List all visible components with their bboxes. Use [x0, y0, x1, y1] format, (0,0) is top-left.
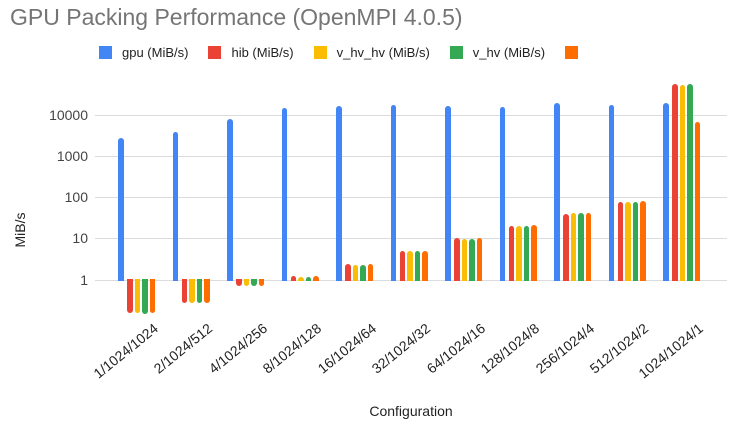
- bar-s0-512/1024/2: [608, 105, 614, 281]
- bar-s4-32/1024/32: [422, 250, 428, 281]
- legend-item-unlabeled: [565, 46, 579, 59]
- bar-s3-4/1024/256: [251, 279, 257, 287]
- x-tick-label: 32/1024/32: [369, 320, 434, 377]
- bar-s2-1/1024/1024: [134, 279, 140, 313]
- bar-s1-1/1024/1024: [127, 279, 133, 313]
- legend-swatch: [313, 46, 327, 59]
- bar-s1-16/1024/64: [345, 263, 351, 281]
- bar-s2-64/1024/16: [461, 238, 467, 281]
- bar-s3-8/1024/128: [305, 276, 311, 281]
- bar-s3-1024/1024/1: [687, 83, 693, 281]
- bar-s3-128/1024/8: [523, 225, 529, 281]
- bar-s4-8/1024/128: [313, 276, 319, 281]
- bar-s4-256/1024/4: [585, 212, 591, 281]
- bar-s1-32/1024/32: [399, 251, 405, 281]
- bar-s0-256/1024/4: [554, 103, 560, 281]
- legend-swatch: [565, 46, 579, 59]
- x-tick-label: 256/1024/4: [532, 320, 598, 377]
- bar-s2-32/1024/32: [407, 251, 413, 281]
- legend-item-hib: hib (MiB/s): [208, 45, 294, 60]
- chart-title: GPU Packing Performance (OpenMPI 4.0.5): [10, 4, 463, 30]
- bar-s2-8/1024/128: [298, 276, 304, 281]
- bar-s1-4/1024/256: [236, 279, 242, 286]
- bar-s3-1/1024/1024: [142, 279, 148, 314]
- y-tick-label: 10000: [49, 106, 88, 123]
- bar-s2-16/1024/64: [352, 264, 358, 281]
- y-tick-label: 100: [64, 189, 88, 206]
- bar-s4-16/1024/64: [367, 263, 373, 281]
- bar-s2-4/1024/256: [243, 279, 249, 287]
- x-tick-label: 16/1024/64: [314, 320, 380, 377]
- gridline-1000: [95, 155, 727, 157]
- bar-s1-2/1024/512: [181, 279, 187, 303]
- bar-s0-32/1024/32: [390, 105, 396, 281]
- bar-s2-256/1024/4: [570, 213, 576, 281]
- x-tick-label: 1/1024/1024: [90, 320, 162, 382]
- bar-s0-64/1024/16: [445, 106, 451, 281]
- y-axis-title: MiB/s: [12, 212, 28, 248]
- x-axis-title: Configuration: [369, 403, 453, 419]
- bar-s1-1024/1024/1: [672, 84, 678, 281]
- x-tick-label: 4/1024/256: [205, 320, 271, 377]
- y-tick-label: 10: [72, 230, 88, 247]
- bar-s2-2/1024/512: [189, 279, 195, 303]
- bar-s4-64/1024/16: [476, 238, 482, 281]
- x-tick-label: 128/1024/8: [478, 320, 543, 377]
- bar-s4-2/1024/512: [204, 279, 210, 303]
- bar-s4-128/1024/8: [531, 225, 537, 281]
- bar-s0-4/1024/256: [227, 118, 233, 281]
- legend-swatch: [208, 46, 222, 59]
- bar-s0-16/1024/64: [336, 106, 342, 281]
- gridline-10000: [95, 114, 727, 116]
- x-tick-label: 64/1024/16: [423, 320, 489, 377]
- bar-s3-512/1024/2: [632, 201, 638, 281]
- legend-label: gpu (MiB/s): [122, 45, 189, 60]
- bar-s0-8/1024/128: [281, 108, 287, 281]
- bar-s0-1024/1024/1: [663, 103, 669, 281]
- bar-s2-512/1024/2: [625, 201, 631, 281]
- bar-s2-1024/1024/1: [679, 84, 685, 281]
- bar-s0-128/1024/8: [499, 106, 505, 281]
- bar-s1-64/1024/16: [454, 238, 460, 281]
- bar-s3-2/1024/512: [196, 279, 202, 304]
- legend-item-v_hv: v_hv (MiB/s): [449, 45, 546, 60]
- bar-s3-16/1024/64: [360, 264, 366, 281]
- legend-swatch: [99, 46, 112, 59]
- legend-label: hib (MiB/s): [231, 45, 294, 60]
- bar-s1-256/1024/4: [563, 214, 569, 281]
- bar-s4-4/1024/256: [258, 279, 264, 286]
- legend-swatch: [449, 46, 463, 59]
- bar-s1-8/1024/128: [290, 276, 296, 281]
- legend-label: v_hv_hv (MiB/s): [336, 45, 430, 60]
- legend-label: v_hv (MiB/s): [472, 45, 546, 60]
- legend-item-gpu: gpu (MiB/s): [99, 45, 188, 60]
- bar-s2-128/1024/8: [516, 225, 522, 281]
- bar-s1-128/1024/8: [508, 225, 514, 281]
- x-tick-label: 2/1024/512: [151, 320, 216, 377]
- bar-s4-1/1024/1024: [149, 279, 155, 313]
- bar-s0-2/1024/512: [172, 132, 178, 281]
- bar-s4-512/1024/2: [640, 201, 646, 281]
- bar-s3-256/1024/4: [578, 213, 584, 281]
- bar-s4-1024/1024/1: [694, 122, 700, 281]
- bar-s0-1/1024/1024: [118, 138, 124, 281]
- bar-s3-64/1024/16: [469, 238, 475, 281]
- gridline-100: [95, 197, 727, 199]
- bar-s1-512/1024/2: [617, 202, 623, 281]
- y-tick-label: 1: [80, 271, 88, 288]
- y-tick-label: 1000: [56, 147, 88, 164]
- x-tick-label: 8/1024/128: [260, 320, 325, 377]
- legend: gpu (MiB/s) hib (MiB/s) v_hv_hv (MiB/s) v_h…: [99, 45, 579, 60]
- gridline-10: [95, 238, 727, 240]
- legend-item-v_hv_hv: v_hv_hv (MiB/s): [313, 45, 430, 60]
- bar-s3-32/1024/32: [414, 251, 420, 281]
